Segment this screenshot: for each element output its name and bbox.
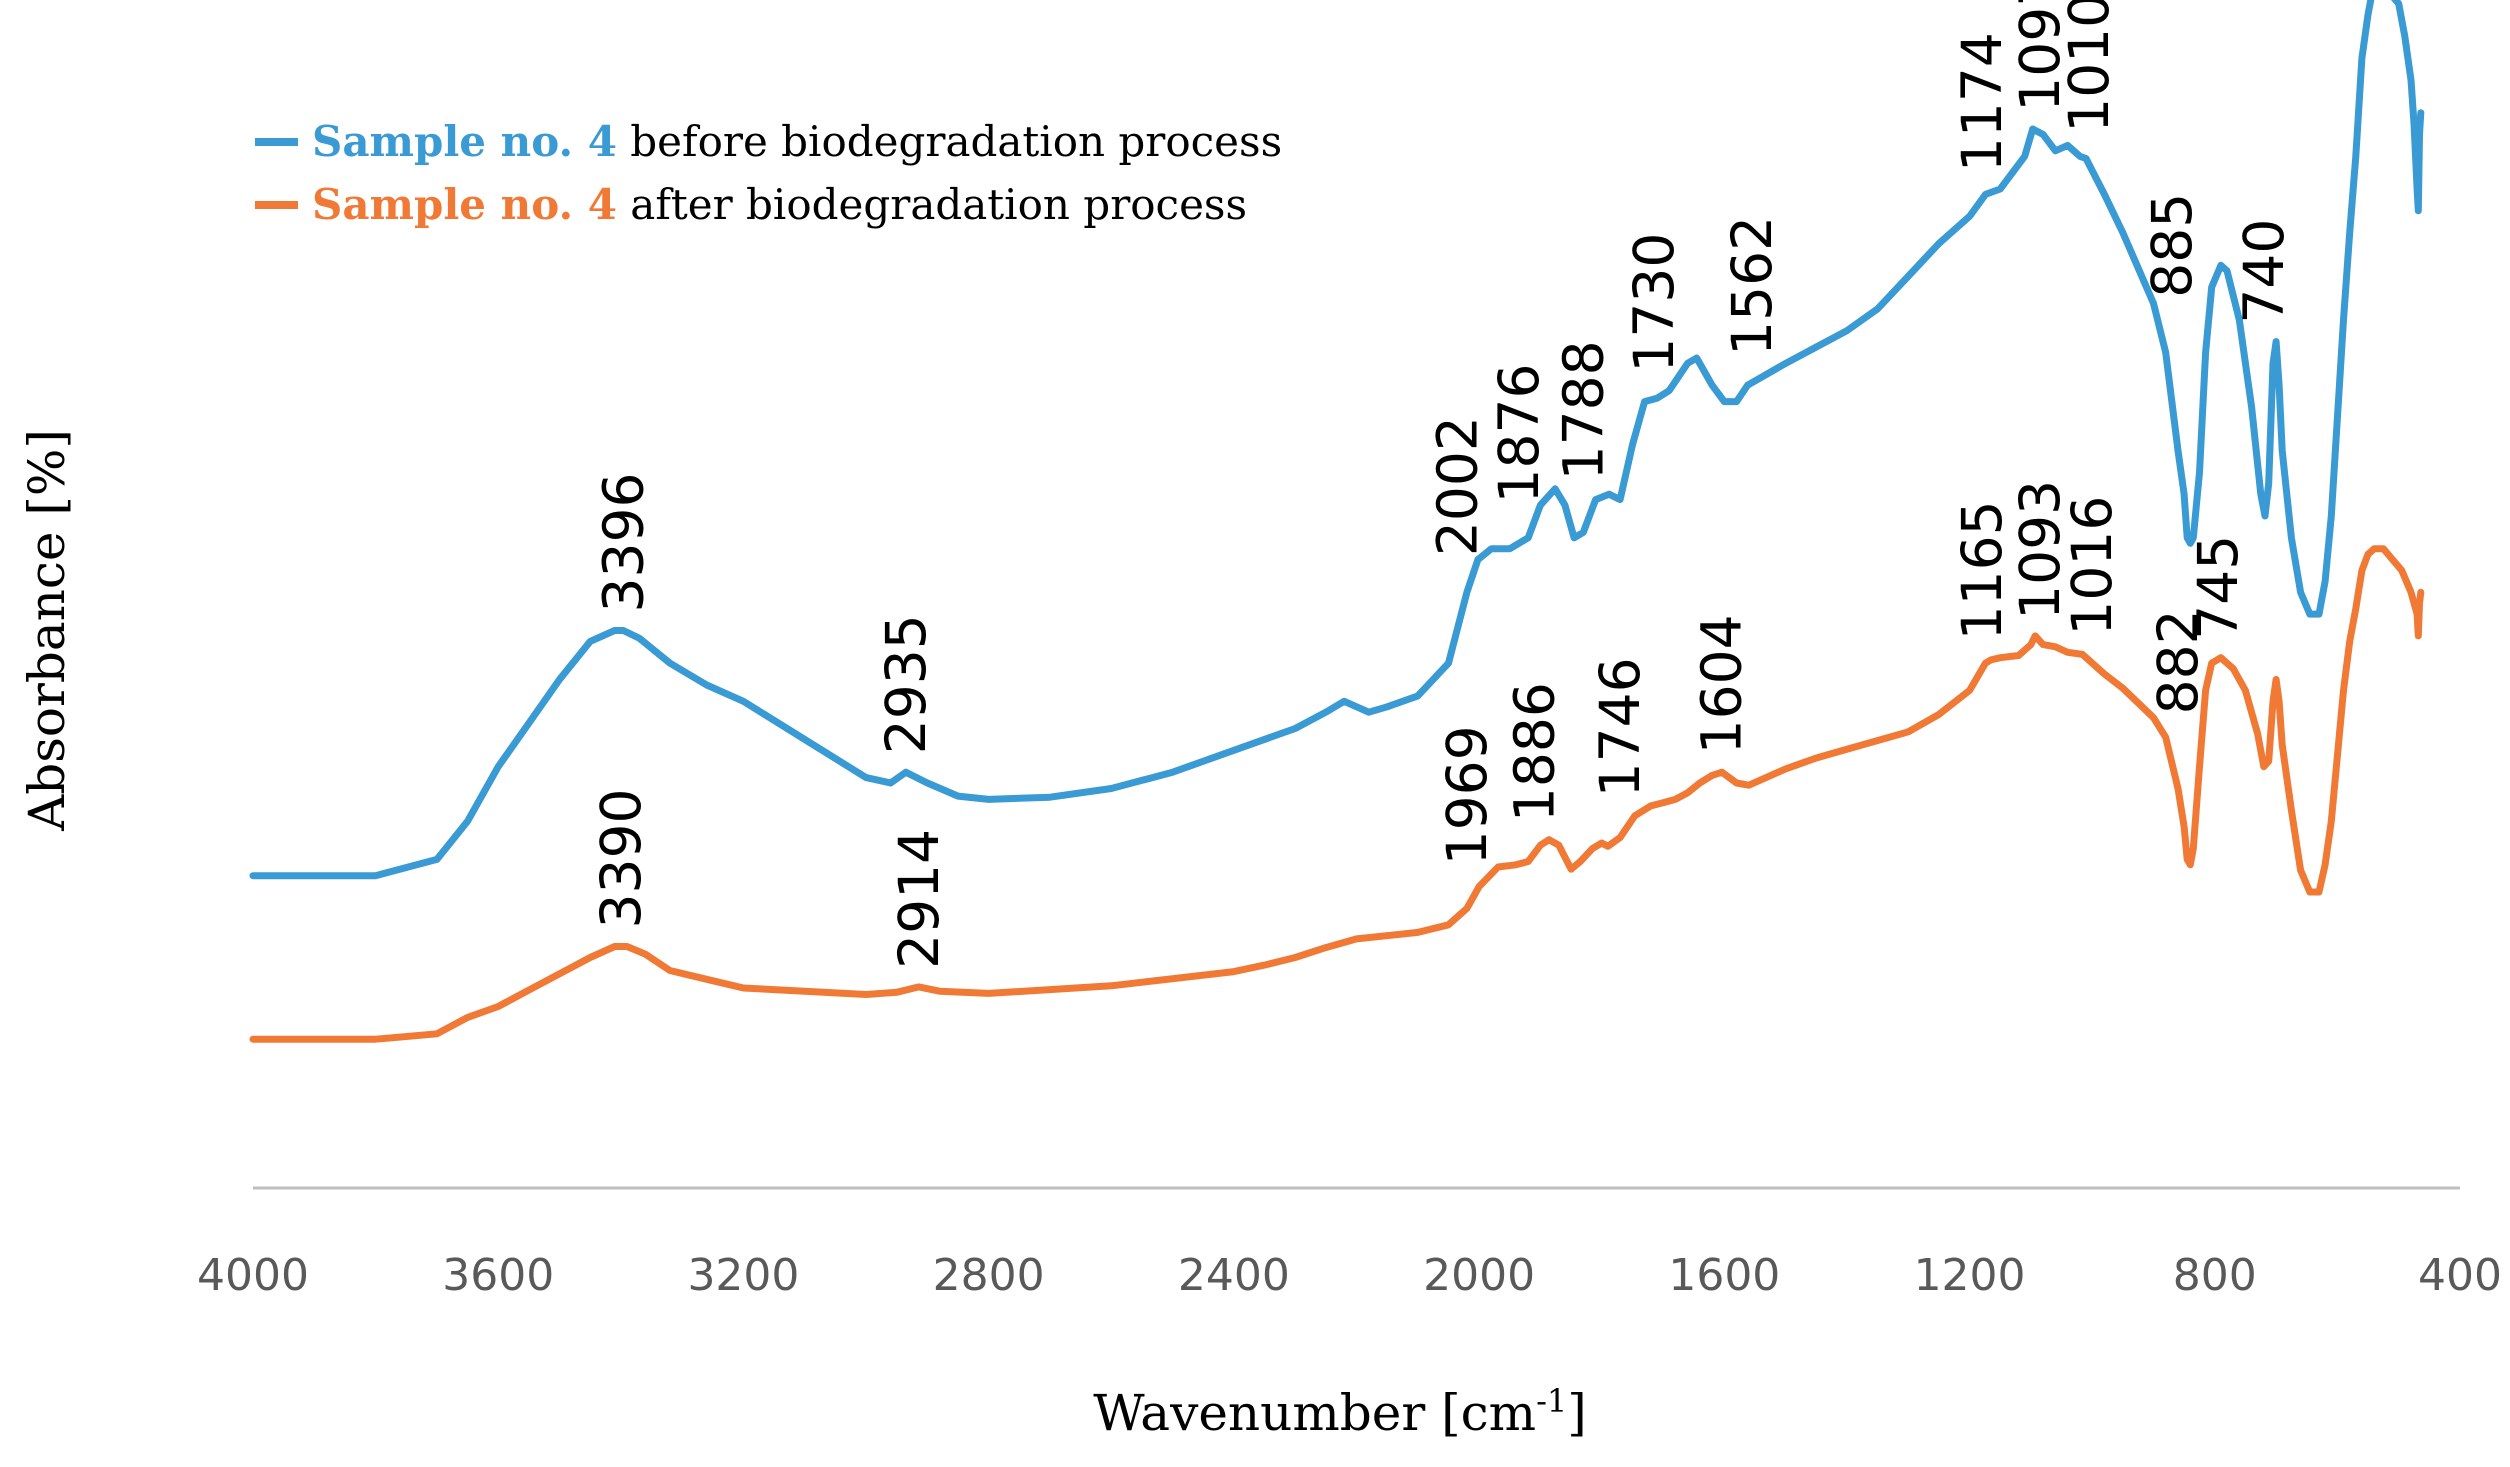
peak-label-1097: 1097 [2008,0,2072,112]
x-axis-title-main: Wavenumber [cm [1093,1384,1536,1442]
peak-label-1969: 1969 [1435,725,1499,865]
x-tick-label: 1200 [1914,1250,2026,1301]
peak-label-1016: 1016 [2060,496,2124,636]
peak-label-2935: 2935 [874,614,938,754]
peak-label-1604: 1604 [1689,614,1753,754]
x-tick-label: 2000 [1423,1250,1535,1301]
x-tick-label: 400 [2418,1250,2502,1301]
x-tick-label: 2800 [933,1250,1045,1301]
legend-text-after: after biodegradation process [617,180,1247,229]
peak-label-1562: 1562 [1720,216,1784,356]
peak-label-1886: 1886 [1502,682,1566,822]
x-tick-label: 3600 [442,1250,554,1301]
peak-label-740: 740 [2232,219,2296,324]
peak-label-1730: 1730 [1622,233,1686,373]
peak-label-3396: 3396 [591,473,655,613]
peak-label-885: 885 [2140,193,2204,298]
peak-label-882: 882 [2146,609,2210,714]
peak-label-1746: 1746 [1588,657,1652,797]
legend-text-before: before biodegradation process [617,117,1282,166]
series-line-after [249,545,2425,1043]
x-axis-title: Wavenumber [cm-1] [1093,1382,1587,1442]
peak-label-2002: 2002 [1426,416,1490,556]
peak-label-1093: 1093 [2008,480,2072,620]
peak-label-1174: 1174 [1950,32,2014,172]
peak-label-1788: 1788 [1551,340,1615,480]
peak-label-1010: 1010 [2057,0,2121,133]
y-axis-title: Absorbance [%] [18,429,76,832]
x-tick-label: 800 [2173,1250,2257,1301]
x-tick-label: 1600 [1668,1250,1780,1301]
peak-label-1876: 1876 [1487,364,1551,504]
legend: Sample no. 4 before biodegradation proce… [255,117,1282,229]
x-tick-label: 3200 [687,1250,799,1301]
x-axis-title-sup: -1 [1536,1382,1567,1420]
legend-sample-after: Sample no. 4 [312,180,617,229]
peak-label-3390: 3390 [589,789,653,929]
peak-label-1165: 1165 [1950,500,2014,640]
legend-entry-before: Sample no. 4 before biodegradation proce… [312,117,1282,166]
x-tick-labels: 4000 3600 3200 2800 2400 2000 1600 1200 800 400 [197,1250,2502,1301]
peak-label-745: 745 [2186,535,2250,640]
peak-label-2914: 2914 [887,829,951,969]
x-tick-label: 4000 [197,1250,309,1301]
legend-entry-after: Sample no. 4 after biodegradation proces… [312,180,1247,229]
series-line-before [249,0,2425,880]
x-axis-title-end: ] [1567,1384,1587,1442]
x-tick-label: 2400 [1178,1250,1290,1301]
legend-sample-before: Sample no. 4 [312,117,617,166]
